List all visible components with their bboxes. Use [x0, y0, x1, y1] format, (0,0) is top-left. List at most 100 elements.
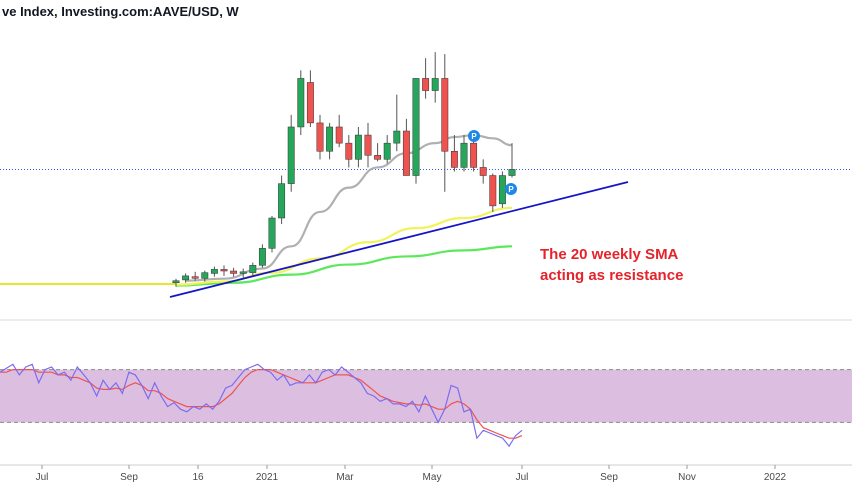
candle-body-up — [239, 271, 247, 274]
candle — [479, 159, 487, 184]
candle-body-up — [498, 175, 506, 205]
x-tick-label: Mar — [336, 472, 354, 483]
candle — [345, 135, 353, 168]
candle-body-down — [489, 175, 497, 207]
candle — [450, 135, 458, 172]
x-tick-label: Jul — [516, 472, 529, 483]
candle — [306, 70, 314, 127]
pivot-badge[interactable]: P — [505, 183, 517, 195]
candle — [258, 244, 266, 268]
rsi-band — [0, 369, 852, 423]
candle-body-up — [383, 142, 391, 160]
x-tick-label: May — [423, 472, 442, 483]
trendline-layer — [169, 181, 629, 298]
pivot-badge-circle — [505, 183, 517, 195]
candle-body-up — [297, 78, 305, 128]
rsi-ma-line — [0, 369, 523, 439]
candle — [460, 135, 468, 172]
candle-body-down — [316, 122, 324, 152]
candle — [287, 114, 295, 192]
x-tick-label: 16 — [192, 472, 204, 483]
candle-body-up — [326, 126, 334, 152]
candle-body-down — [335, 126, 343, 144]
candle-body-down — [191, 276, 199, 279]
x-axis: Jul Sep 16 2021 Mar May Jul Sep Nov 2022 — [36, 465, 787, 483]
annotation-line-1: The 20 weekly SMA — [540, 246, 679, 263]
badges: PP — [468, 130, 517, 195]
candle-body-up — [354, 134, 362, 160]
candle-body-up — [201, 272, 209, 279]
candle — [172, 278, 180, 287]
candle — [441, 54, 449, 192]
candle-body-up — [258, 248, 266, 266]
rsi-pane — [0, 363, 852, 448]
candle — [402, 118, 410, 176]
candle-body-up — [172, 280, 180, 283]
candle — [412, 78, 420, 184]
candle-body-down — [345, 142, 353, 160]
candle-body-up — [393, 130, 401, 144]
candle — [326, 122, 334, 160]
candle-body-down — [374, 155, 382, 160]
candle-body-up — [182, 275, 190, 281]
candle — [364, 122, 372, 168]
rsi-line — [0, 363, 523, 448]
candle-body-up — [210, 269, 218, 274]
candle-body-down — [306, 82, 314, 124]
candle — [210, 266, 218, 277]
x-tick-label: Sep — [600, 472, 618, 483]
candle-body-down — [220, 269, 228, 272]
candle — [431, 52, 439, 103]
candle-body-up — [508, 169, 516, 176]
candle — [268, 215, 276, 253]
candle — [201, 270, 209, 282]
candle-body-down — [402, 130, 410, 176]
candle — [316, 114, 324, 160]
candle-body-up — [278, 183, 286, 219]
candle-body-down — [479, 167, 487, 176]
candle — [191, 271, 199, 281]
x-tick-label: Sep — [120, 472, 138, 483]
candle — [220, 265, 228, 276]
candle — [393, 94, 401, 152]
candle-body-up — [412, 78, 420, 176]
pivot-badge[interactable]: P — [468, 130, 480, 142]
candle-body-up — [287, 126, 295, 184]
candle-body-up — [268, 217, 276, 249]
x-tick-label: 2022 — [764, 472, 787, 483]
candle — [374, 143, 382, 162]
candle-body-up — [249, 265, 257, 273]
candle — [230, 267, 238, 277]
support-trendline — [169, 181, 629, 298]
candle-body-up — [431, 78, 439, 91]
candle — [297, 70, 305, 136]
candle — [498, 171, 506, 208]
annotation-line-2: acting as resistance — [540, 267, 683, 284]
x-tick-label: 2021 — [256, 472, 279, 483]
pivot-badge-label: P — [508, 185, 514, 194]
candles — [172, 52, 516, 287]
candle — [335, 114, 343, 148]
candle — [489, 173, 497, 212]
candle-body-down — [441, 78, 449, 152]
chart-title: ve Index, Investing.com:AAVE/USD, W — [2, 4, 239, 19]
candle — [239, 268, 247, 278]
pivot-badge-circle — [468, 130, 480, 142]
pivot-badge-label: P — [471, 132, 477, 141]
candle — [278, 175, 286, 225]
x-tick-label: Jul — [36, 472, 49, 483]
candle — [182, 273, 190, 283]
candle — [422, 58, 430, 99]
candle — [383, 135, 391, 164]
candle-body-down — [450, 150, 458, 168]
sma100-line — [175, 245, 513, 287]
candle-body-down — [422, 78, 430, 91]
candle — [508, 143, 516, 178]
candle-body-down — [364, 134, 372, 156]
x-tick-label: Nov — [678, 472, 696, 483]
candle — [354, 126, 362, 168]
candle-body-down — [470, 142, 478, 168]
candle-body-up — [460, 142, 468, 168]
candle — [249, 262, 257, 276]
